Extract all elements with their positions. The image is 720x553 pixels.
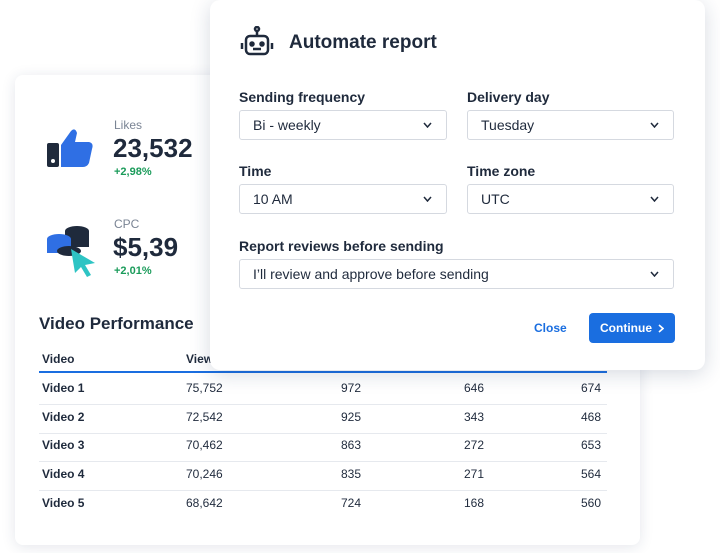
select-value: Tuesday [481, 117, 535, 133]
field-label: Time [239, 163, 272, 179]
table-cell: 72,542 [186, 409, 223, 424]
header-rule [39, 371, 607, 373]
column-header: Video [42, 352, 75, 366]
field-label: Time zone [467, 163, 536, 179]
row-label: Video 2 [42, 409, 85, 424]
row-divider [39, 404, 607, 405]
table-cell: 646 [464, 381, 485, 395]
row-label: Video 1 [42, 381, 85, 395]
chevron-down [650, 122, 659, 128]
metric-change: +2,01% [114, 265, 152, 277]
table-cell: 863 [341, 438, 362, 453]
row-label: Video 5 [42, 495, 85, 510]
continue-label: Continue [600, 321, 652, 335]
table-title: Video Performance [39, 314, 194, 333]
select[interactable]: UTC [467, 184, 674, 214]
select-value: 10 AM [253, 191, 293, 207]
table-cell: 653 [581, 438, 602, 453]
table-cell: 835 [341, 467, 362, 482]
table-cell: 564 [581, 467, 602, 482]
continue-button[interactable]: Continue [589, 313, 675, 343]
row-divider [39, 490, 607, 492]
chevron-down [650, 196, 659, 202]
metric-value: 23,532 [113, 133, 193, 163]
robot-icon [240, 26, 274, 56]
metric-change: +2,98% [114, 166, 152, 178]
field-label: Delivery day [467, 89, 550, 105]
row-label: Video 4 [42, 467, 85, 482]
automate-dialog: Automate report Sending frequency Bi - we… [210, 0, 705, 370]
select-value: I’ll review and approve before sending [253, 266, 489, 282]
table-cell: 70,246 [186, 467, 223, 482]
row-divider [39, 461, 607, 463]
close-button[interactable]: Close [534, 321, 567, 335]
select-value: UTC [481, 191, 510, 207]
row-divider [39, 432, 607, 434]
chevron-down [423, 122, 432, 128]
table-cell: 724 [341, 495, 362, 510]
dialog-title: Automate report [289, 32, 437, 53]
table-cell: 168 [464, 495, 485, 510]
select[interactable]: Bi - weekly [239, 110, 447, 140]
chevron-right [658, 324, 664, 333]
row-label: Video 3 [42, 438, 85, 453]
select[interactable]: Tuesday [467, 110, 674, 140]
table-cell: 674 [581, 381, 602, 395]
table-cell: 468 [581, 409, 602, 424]
table-cell: 68,642 [186, 495, 223, 510]
table-cell: 560 [581, 495, 602, 510]
table-cell: 272 [464, 438, 485, 453]
metric-label: Likes [114, 118, 143, 132]
select[interactable]: 10 AM [239, 184, 447, 214]
coins-icon [47, 226, 95, 277]
table-cell: 75,752 [186, 381, 223, 395]
select[interactable]: I’ll review and approve before sending [239, 259, 674, 289]
chevron-down [650, 271, 659, 277]
field-label: Sending frequency [239, 89, 366, 105]
table-cell: 271 [464, 467, 485, 482]
table-cell: 70,462 [186, 438, 223, 453]
field-label: Report reviews before sending [239, 238, 444, 254]
metric-value: $5,39 [113, 232, 179, 262]
select-value: Bi - weekly [253, 117, 321, 133]
table-cell: 972 [341, 381, 362, 395]
metric-label: CPC [114, 217, 140, 231]
chevron-down [423, 196, 432, 202]
table-cell: 343 [464, 409, 485, 424]
table-cell: 925 [341, 409, 362, 424]
thumbs-up-icon [47, 129, 93, 167]
